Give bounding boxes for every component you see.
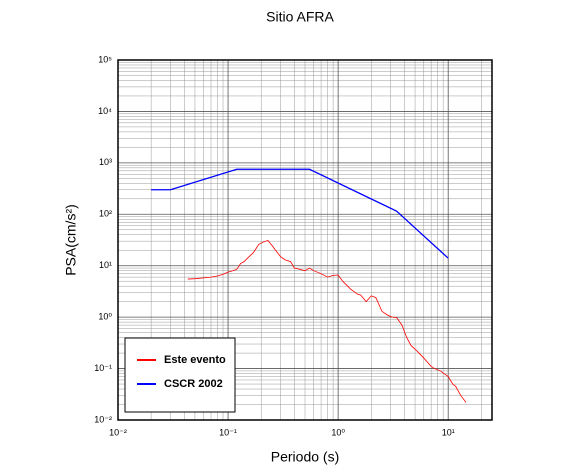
legend-label: Este evento [164,354,226,366]
chart-title: Sitio AFRA [266,9,334,25]
plot-frame [117,59,493,421]
x-tick-label: 10⁻² [109,427,127,437]
y-tick-label: 10¹ [99,260,112,270]
series-line [151,168,449,259]
legend-label: CSCR 2002 [164,378,223,390]
y-tick-label: 10³ [99,157,112,167]
y-tick-label: 10⁻¹ [94,363,112,373]
series-line [187,239,467,403]
y-tick-label: 10⁰ [98,312,112,322]
x-axis-label: Periodo (s) [271,449,339,465]
y-tick-label: 10⁴ [98,106,112,116]
y-tick-label: 10² [99,209,112,219]
y-tick-label: 10⁵ [98,54,112,64]
y-tick-label: 10⁻² [94,414,112,424]
x-tick-label: 10⁻¹ [219,427,237,437]
legend-box [124,337,236,413]
y-axis-label: PSA(cm/s²) [63,204,79,276]
x-tick-label: 10⁰ [331,427,345,437]
x-tick-label: 10¹ [442,427,455,437]
